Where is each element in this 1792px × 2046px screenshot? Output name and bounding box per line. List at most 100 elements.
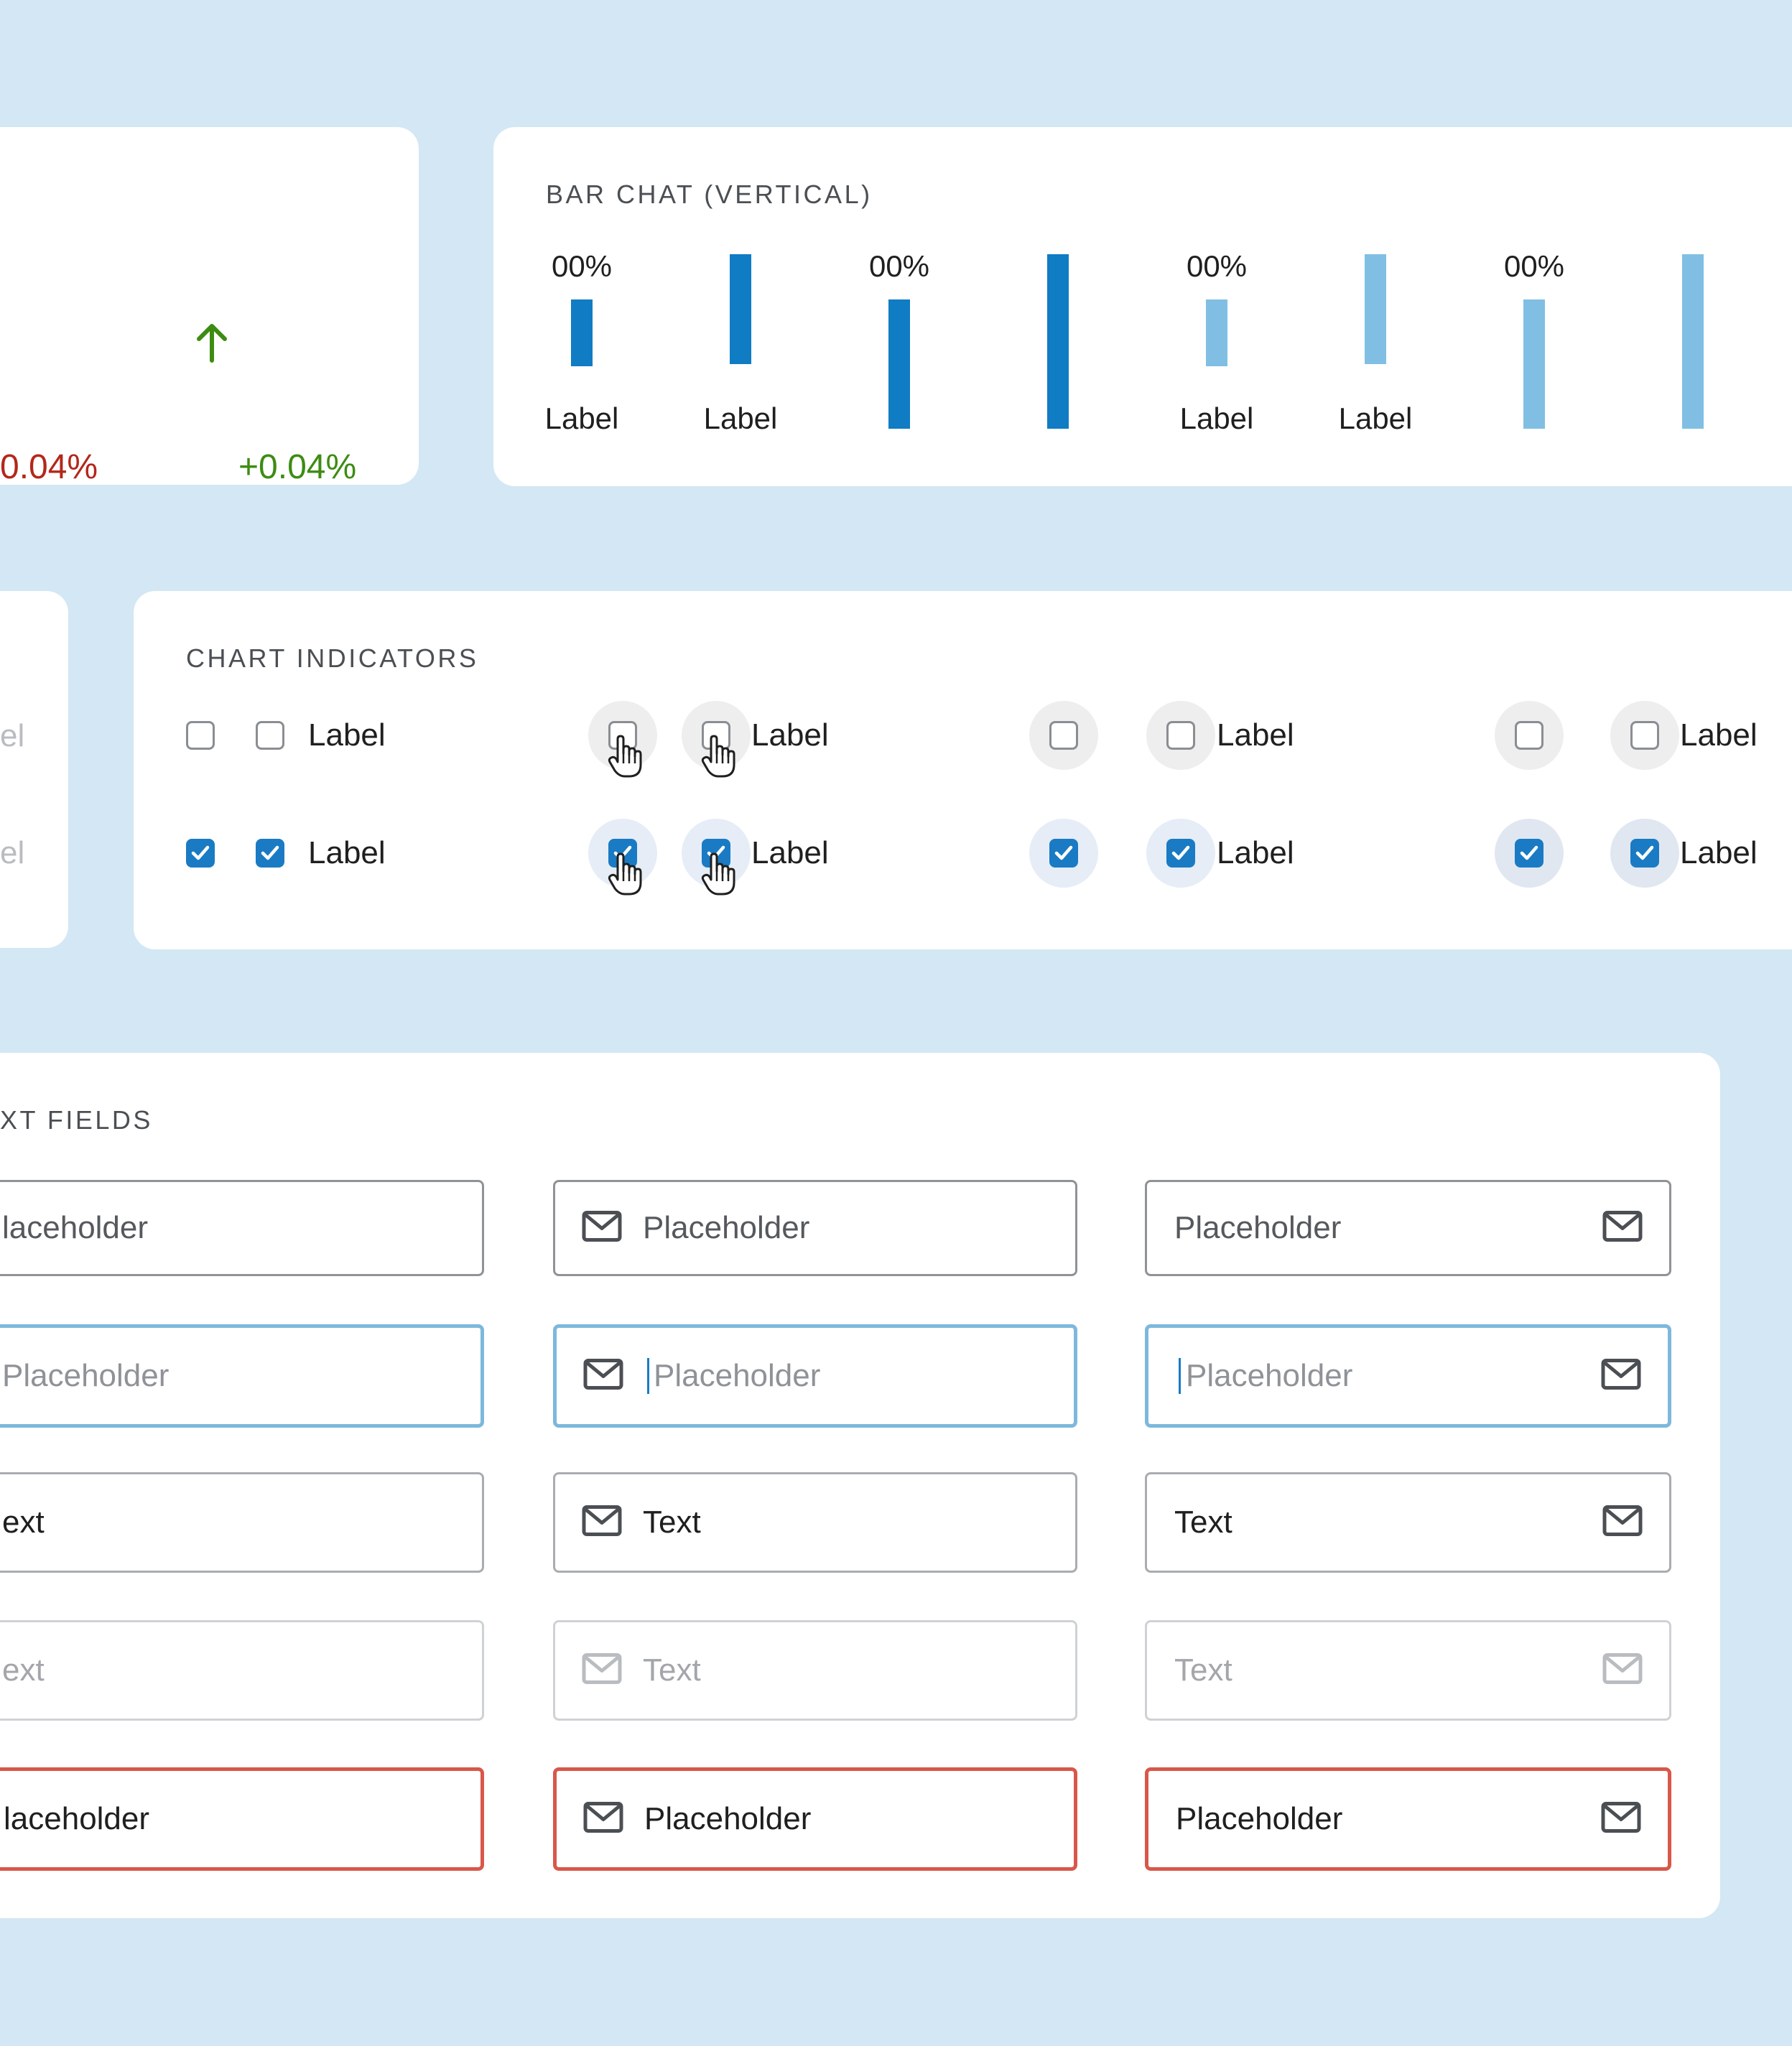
hand-cursor-icon (608, 852, 642, 896)
checkbox-checked[interactable] (186, 839, 215, 868)
bar-category-label: Label (1179, 401, 1254, 435)
bar-category-label: Label (544, 401, 619, 435)
checkbox-label: Label (751, 835, 829, 870)
text-field-error[interactable]: Placeholder (1145, 1767, 1671, 1871)
checkbox-checked-hover[interactable] (608, 839, 637, 868)
mail-icon (1602, 1211, 1643, 1246)
text-caret (647, 1358, 649, 1394)
text-field-value: Placeholder (1186, 1358, 1353, 1393)
text-field-filled[interactable]: ext (0, 1472, 484, 1573)
check-icon (261, 845, 279, 860)
checkbox-label: Label (308, 835, 386, 870)
bar-3 (888, 299, 910, 429)
bar-7 (1523, 299, 1545, 429)
text-field-default[interactable]: laceholder (0, 1180, 484, 1276)
hand-cursor-icon (701, 852, 735, 896)
text-field-value: Placeholder (2, 1358, 170, 1393)
text-field-error[interactable]: laceholder (0, 1767, 484, 1871)
checkbox-unchecked-labeled[interactable] (256, 721, 284, 750)
bar-6 (1365, 254, 1386, 364)
check-icon (1520, 845, 1538, 860)
text-field-value: Placeholder (1176, 1801, 1343, 1836)
checkbox-checked-focus-labeled[interactable] (1166, 839, 1195, 868)
partial-label-2: el (0, 835, 25, 870)
bar-8 (1682, 254, 1704, 429)
mail-icon (1602, 1505, 1643, 1540)
bar-category-label: Label (1338, 401, 1413, 435)
text-field-value: Placeholder (643, 1210, 810, 1245)
checkbox-unchecked-pressed[interactable] (1515, 721, 1543, 750)
text-field-focus[interactable]: Placeholder (1145, 1324, 1671, 1428)
check-icon (1635, 845, 1654, 860)
bar-5 (1206, 299, 1227, 366)
text-field-value: Text (1174, 1505, 1232, 1540)
text-caret (1179, 1358, 1181, 1394)
mail-icon (1602, 1653, 1643, 1688)
text-field-disabled: ext (0, 1620, 484, 1721)
text-field-filled[interactable]: Text (553, 1472, 1077, 1573)
text-field-value: Placeholder (654, 1358, 821, 1393)
bar-value-label: 00% (1503, 249, 1565, 283)
text-fields-title: XT FIELDS (0, 1105, 153, 1135)
check-icon (1054, 845, 1073, 860)
chart-indicators-card: CHART INDICATORS Label Label Label Label… (134, 591, 1792, 949)
text-field-value: laceholder (2, 1210, 149, 1245)
checkbox-unchecked-focus-labeled[interactable] (1166, 721, 1195, 750)
arrow-up-icon (197, 324, 227, 363)
check-icon (191, 845, 210, 860)
bar-value-label: 00% (1186, 249, 1248, 283)
text-field-disabled: Text (1145, 1620, 1671, 1721)
stats-card: 0.04% +0.04% (0, 127, 419, 485)
bar-4 (1047, 254, 1069, 429)
text-field-default[interactable]: Placeholder (1145, 1180, 1671, 1276)
checkbox-label: Label (1217, 835, 1294, 870)
check-icon (1171, 845, 1190, 860)
mail-icon (1601, 1802, 1641, 1837)
checkbox-checked-labeled[interactable] (256, 839, 284, 868)
mail-icon (582, 1211, 622, 1246)
checkbox-label: Label (751, 717, 829, 753)
checkbox-label: Label (1680, 717, 1758, 753)
checkbox-checked-pressed[interactable] (1515, 839, 1543, 868)
text-field-filled[interactable]: Text (1145, 1472, 1671, 1573)
checkbox-checked-pressed-labeled[interactable] (1630, 839, 1659, 868)
checkbox-unchecked-pressed-labeled[interactable] (1630, 721, 1659, 750)
bar-1 (571, 299, 593, 366)
checkbox-label: Label (1680, 835, 1758, 870)
text-field-default[interactable]: Placeholder (553, 1180, 1077, 1276)
text-field-disabled: Text (553, 1620, 1077, 1721)
mail-icon (582, 1653, 622, 1688)
checkbox-unchecked[interactable] (186, 721, 215, 750)
positive-delta: +0.04% (238, 448, 357, 485)
checkbox-unchecked-hover[interactable] (608, 721, 637, 750)
text-field-value: Placeholder (1174, 1210, 1342, 1245)
chart-indicators-title: CHART INDICATORS (186, 643, 479, 673)
checkbox-label: Label (1217, 717, 1294, 753)
bar-2 (730, 254, 751, 364)
mail-icon (583, 1802, 623, 1837)
text-field-focus[interactable]: Placeholder (553, 1324, 1077, 1428)
hand-cursor-icon (701, 735, 735, 778)
checkbox-checked-focus[interactable] (1049, 839, 1078, 868)
text-field-value: ext (2, 1505, 45, 1540)
checkbox-unchecked-focus[interactable] (1049, 721, 1078, 750)
text-field-value: Text (643, 1505, 701, 1540)
mail-icon (582, 1505, 622, 1540)
hand-cursor-icon (608, 735, 642, 778)
text-field-value: laceholder (4, 1801, 150, 1836)
bar-value-label: 00% (551, 249, 613, 283)
text-field-focus[interactable]: Placeholder (0, 1324, 484, 1428)
mail-icon (583, 1359, 623, 1394)
text-field-value: ext (2, 1652, 45, 1688)
text-field-value: Text (643, 1652, 701, 1688)
bar-chart-title: BAR CHAT (VERTICAL) (546, 180, 873, 209)
checkbox-label: Label (308, 717, 386, 753)
bar-value-label: 00% (868, 249, 930, 283)
text-field-error[interactable]: Placeholder (553, 1767, 1077, 1871)
mail-icon (1601, 1359, 1641, 1394)
partial-label-1: el (0, 718, 25, 753)
partial-indicator-card: el el (0, 591, 68, 948)
text-fields-card: XT FIELDS laceholder Placeholder Placehold… (0, 1053, 1720, 1918)
text-field-value: Placeholder (644, 1801, 812, 1836)
bar-category-label: Label (703, 401, 778, 435)
